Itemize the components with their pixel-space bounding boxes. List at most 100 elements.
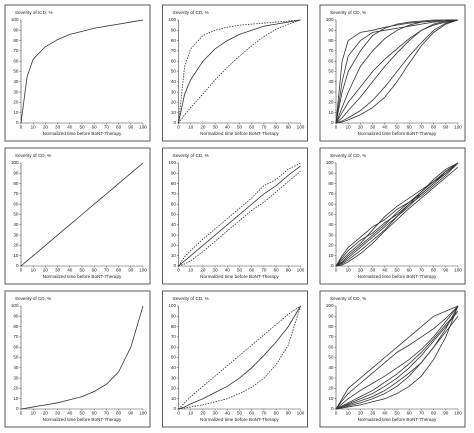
x-tick-label: 90 <box>286 268 292 273</box>
y-tick-label: 0 <box>173 263 176 268</box>
x-tick-label: 50 <box>394 125 400 130</box>
x-tick-label: 30 <box>55 268 61 273</box>
series-line <box>335 19 459 124</box>
y-tick-label: 70 <box>171 48 177 53</box>
y-tick-label: 10 <box>171 253 177 258</box>
x-tick-label: 40 <box>67 411 73 416</box>
x-tick-label: 70 <box>104 268 110 273</box>
panel-frame <box>162 4 308 142</box>
x-tick-label: 60 <box>249 268 255 273</box>
y-tick-label: 60 <box>171 58 177 63</box>
x-tick-label: 50 <box>79 411 85 416</box>
x-tick-label: 70 <box>104 411 110 416</box>
y-tick-label: 80 <box>171 38 177 43</box>
y-tick-label: 80 <box>13 38 19 43</box>
series-line <box>178 170 301 267</box>
y-tick-label: 100 <box>326 17 334 22</box>
x-tick-label: 70 <box>419 268 425 273</box>
x-tick-label: 0 <box>177 268 180 273</box>
x-tick-label: 60 <box>92 268 98 273</box>
x-tick-label: 90 <box>443 125 449 130</box>
x-tick-label: 100 <box>139 125 147 130</box>
y-tick-label: 0 <box>16 263 19 268</box>
y-tick-label: 50 <box>328 212 334 217</box>
x-tick-label: 20 <box>200 125 206 130</box>
x-tick-label: 80 <box>274 411 280 416</box>
series-line <box>178 19 301 124</box>
y-tick-label: 80 <box>13 181 19 186</box>
x-tick-label: 40 <box>225 268 231 273</box>
y-tick-label: 80 <box>13 324 19 329</box>
series-line <box>178 19 301 124</box>
y-tick-label: 10 <box>171 110 177 115</box>
x-tick-label: 100 <box>297 268 305 273</box>
x-tick-label: 100 <box>454 411 462 416</box>
x-tick-label: 20 <box>200 268 206 273</box>
y-tick-label: 40 <box>13 222 19 227</box>
x-tick-label: 10 <box>346 268 352 273</box>
y-tick-label: 80 <box>328 324 334 329</box>
series-line <box>178 162 301 267</box>
series-line <box>335 316 459 410</box>
y-tick-label: 60 <box>13 201 19 206</box>
y-tick-label: 70 <box>13 191 19 196</box>
y-tick-label: 90 <box>171 171 177 176</box>
y-tick-label: 80 <box>328 38 334 43</box>
x-tick-label: 30 <box>55 125 61 130</box>
y-tick-label: 20 <box>13 243 19 248</box>
y-tick-label: 50 <box>171 69 177 74</box>
y-axis-label: Severity of CD, % <box>330 153 366 158</box>
y-tick-label: 70 <box>171 334 177 339</box>
panel-frame <box>162 290 308 428</box>
x-tick-label: 10 <box>346 411 352 416</box>
x-tick-label: 50 <box>394 268 400 273</box>
x-tick-label: 100 <box>454 268 462 273</box>
x-tick-label: 20 <box>358 125 364 130</box>
panel-frame <box>162 147 308 285</box>
y-tick-label: 10 <box>13 396 19 401</box>
x-axis-label: Normalized time before BoNT-Therapy <box>43 131 122 136</box>
x-tick-label: 50 <box>237 125 243 130</box>
y-tick-label: 70 <box>13 334 19 339</box>
x-tick-label: 30 <box>213 125 219 130</box>
x-tick-label: 70 <box>261 268 267 273</box>
series-line <box>335 305 459 410</box>
y-tick-label: 60 <box>328 201 334 206</box>
panel-frame <box>319 147 466 285</box>
y-tick-label: 30 <box>328 232 334 237</box>
x-tick-label: 0 <box>335 125 338 130</box>
x-axis-label: Normalized time before BoNT-Therapy <box>358 131 437 136</box>
series-line <box>335 310 459 410</box>
y-axis-label: Severity of CD, % <box>173 153 209 158</box>
series-line <box>178 165 301 267</box>
y-tick-label: 10 <box>328 253 334 258</box>
y-tick-label: 70 <box>328 48 334 53</box>
y-tick-label: 60 <box>328 344 334 349</box>
x-tick-label: 100 <box>297 411 305 416</box>
y-tick-label: 0 <box>173 406 176 411</box>
series-line <box>335 19 459 124</box>
x-tick-label: 70 <box>419 125 425 130</box>
x-tick-label: 20 <box>43 268 49 273</box>
x-tick-label: 40 <box>382 125 388 130</box>
y-tick-label: 0 <box>16 120 19 125</box>
y-tick-label: 30 <box>171 232 177 237</box>
y-tick-label: 60 <box>171 201 177 206</box>
y-tick-label: 30 <box>171 375 177 380</box>
x-tick-label: 0 <box>335 268 338 273</box>
y-tick-label: 100 <box>168 17 176 22</box>
x-tick-label: 20 <box>200 411 206 416</box>
series-line <box>178 305 301 410</box>
x-tick-label: 80 <box>431 125 437 130</box>
y-tick-label: 90 <box>328 314 334 319</box>
panel-frame <box>4 290 151 428</box>
x-tick-label: 90 <box>443 268 449 273</box>
y-tick-label: 40 <box>328 365 334 370</box>
x-tick-label: 60 <box>407 125 413 130</box>
y-tick-label: 50 <box>171 355 177 360</box>
x-tick-label: 90 <box>286 411 292 416</box>
x-axis-label: Normalized time before BoNT-Therapy <box>200 274 279 279</box>
series-line <box>335 162 459 267</box>
x-tick-label: 90 <box>128 125 134 130</box>
y-tick-label: 40 <box>171 222 177 227</box>
